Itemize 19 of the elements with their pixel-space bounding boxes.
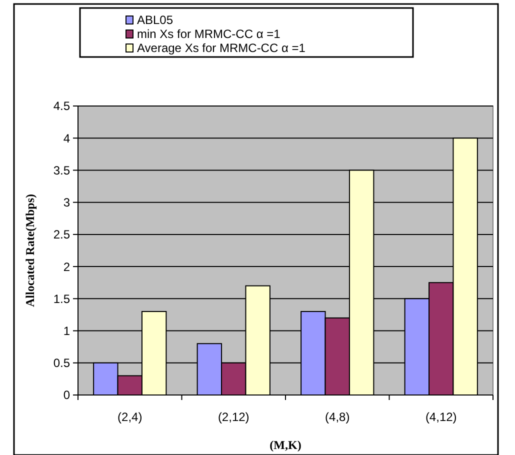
y-tick-label: 4 [63,131,70,146]
legend-label: Average Xs for MRMC-CC α =1 [137,41,306,55]
y-tick-label: 4.5 [53,99,70,114]
y-tick-label: 0 [63,388,70,402]
y-tick-label: 1.5 [53,292,70,306]
y-tick-label: 2 [63,260,70,274]
y-tick-label: 1 [63,324,70,338]
y-tick-label: 3 [63,196,70,210]
x-axis-title: (M,K) [270,438,302,452]
y-tick-label: 2.5 [53,228,70,242]
legend-label: min Xs for MRMC-CC α =1 [137,27,281,41]
x-tick-label: (2,4) [118,410,142,424]
x-tick-label: (2,12) [218,410,250,424]
x-tick-label: (4,8) [325,410,350,424]
x-tick-label: (4,12) [425,410,457,424]
y-tick-label: 3.5 [53,163,70,178]
y-tick-label: 0.5 [53,356,70,370]
legend-label: ABL05 [137,13,174,27]
y-axis-title: Allocated Rate(Mbps) [23,194,37,307]
